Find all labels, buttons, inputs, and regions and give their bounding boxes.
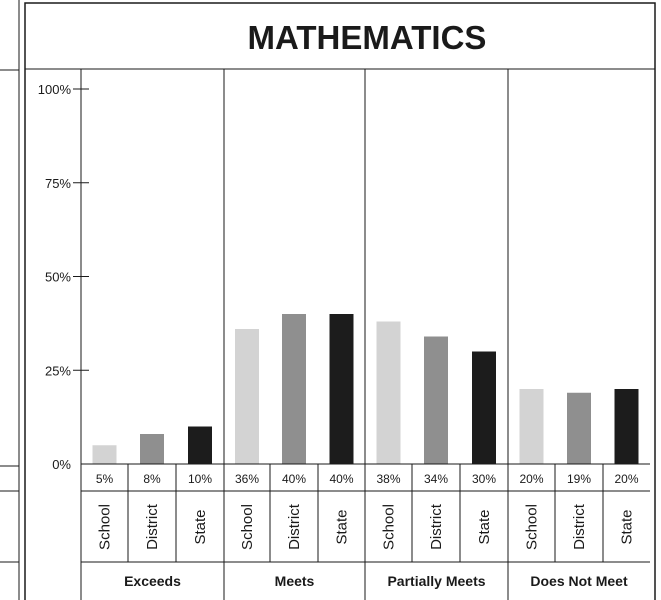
bar-does-not-meet-district: [567, 392, 591, 464]
x-tick-label: District: [428, 503, 445, 550]
x-tick-label: School: [524, 504, 541, 550]
x-tick-label: District: [571, 503, 588, 550]
x-tick-label: State: [334, 509, 351, 544]
y-tick-label: 0%: [52, 457, 71, 472]
y-tick-label: 75%: [45, 176, 71, 191]
data-label: 5%: [96, 472, 114, 486]
x-tick-label: State: [476, 509, 493, 544]
bar-exceeds-state: [188, 426, 212, 464]
x-tick-label: State: [192, 509, 209, 544]
data-label: 10%: [188, 472, 212, 486]
x-tick-label: School: [239, 504, 256, 550]
chart-border: [24, 2, 656, 600]
data-label: 30%: [472, 472, 496, 486]
data-label: 20%: [614, 472, 638, 486]
x-tick-label: District: [286, 503, 303, 550]
bar-partially-meets-district: [424, 336, 448, 464]
x-tick-label: District: [144, 503, 161, 550]
bar-exceeds-school: [92, 445, 117, 464]
bar-meets-state: [329, 314, 354, 464]
bar-exceeds-district: [140, 434, 164, 464]
data-label: 34%: [424, 472, 448, 486]
group-label: Exceeds: [124, 573, 181, 589]
data-label: 40%: [282, 472, 306, 486]
x-tick-label: State: [619, 509, 636, 544]
data-label: 19%: [567, 472, 591, 486]
data-label: 38%: [376, 472, 400, 486]
bar-meets-school: [235, 329, 259, 464]
group-label: Partially Meets: [387, 573, 485, 589]
group-label: Does Not Meet: [530, 573, 628, 589]
data-label: 36%: [235, 472, 259, 486]
bar-partially-meets-state: [472, 351, 496, 464]
data-label: 40%: [329, 472, 353, 486]
y-axis: 0% 25% 50% 75% 100%: [38, 82, 89, 472]
x-tick-label: School: [381, 504, 398, 550]
y-tick-label: 50%: [45, 270, 71, 285]
group-label: Meets: [275, 573, 315, 589]
bar-partially-meets-school: [376, 321, 401, 464]
bar-does-not-meet-state: [614, 389, 639, 464]
y-tick-label: 100%: [38, 82, 72, 97]
bars: [92, 314, 639, 464]
y-tick-label: 25%: [45, 363, 71, 378]
data-label: 8%: [143, 472, 161, 486]
bar-does-not-meet-school: [519, 389, 544, 464]
chart-title: MATHEMATICS: [248, 19, 487, 56]
x-tick-label: School: [97, 504, 114, 550]
bar-meets-district: [282, 314, 306, 464]
data-label: 20%: [519, 472, 543, 486]
category-table: 5% School 8% District 10% State Exceeds 36% Scho…: [81, 463, 650, 589]
